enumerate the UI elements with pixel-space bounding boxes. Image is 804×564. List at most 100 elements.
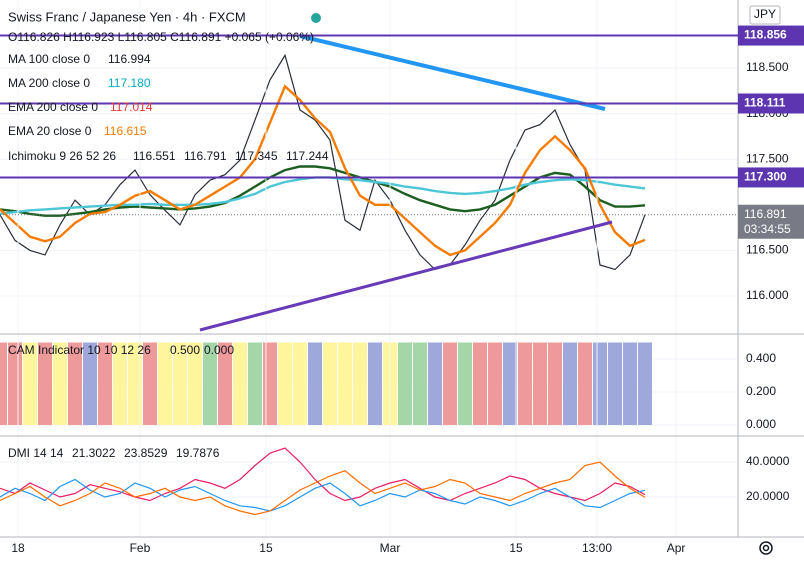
legend-label: DMI 14 14 <box>8 446 64 460</box>
bar <box>113 342 127 426</box>
y-tick-label: 116.500 <box>746 243 789 257</box>
level-label-box <box>738 25 804 46</box>
bar <box>233 342 247 426</box>
bar <box>533 342 547 426</box>
level-label: 118.856 <box>744 28 787 42</box>
level-label-box <box>738 93 804 114</box>
legend-label: EMA 200 close 0 <box>8 100 98 114</box>
y-tick-label: 117.500 <box>746 151 789 165</box>
currency-box <box>749 5 781 25</box>
bar <box>338 342 352 426</box>
bar <box>368 342 382 426</box>
bar <box>503 342 517 426</box>
level-label: 117.300 <box>744 170 787 184</box>
bar <box>548 342 562 426</box>
level-label-box <box>738 167 804 188</box>
bar <box>638 342 652 426</box>
y-tick-label: 40.0000 <box>746 454 790 468</box>
x-tick-label: Feb <box>130 541 151 555</box>
overlay: 116.000116.500117.500118.000118.500116.5… <box>0 5 804 555</box>
bar <box>218 342 232 426</box>
bar <box>308 342 322 426</box>
bar <box>353 342 367 426</box>
bar <box>188 342 202 426</box>
series-line <box>0 461 646 516</box>
bar <box>623 342 637 426</box>
y-tick-label: 0.000 <box>746 417 776 431</box>
legend-value: 117.180 <box>108 76 151 90</box>
last-price-box <box>738 204 804 239</box>
series-line <box>0 53 646 271</box>
trend-line <box>299 34 606 111</box>
legend-value: 116.791 <box>184 149 227 163</box>
x-tick-label: Mar <box>380 541 401 555</box>
bar <box>23 342 37 426</box>
x-tick-label: 18 <box>11 541 25 555</box>
legend-value: 117.014 <box>110 100 153 114</box>
chart-title: Swiss Franc / Japanese Yen · 4h · FXCM <box>8 9 246 24</box>
currency: JPY <box>754 7 776 21</box>
legend-value: 117.244 <box>286 149 329 163</box>
legend-label: EMA 20 close 0 <box>8 124 92 138</box>
legend-value: 23.8529 <box>124 446 168 460</box>
legend-label: MA 100 close 0 <box>8 52 90 66</box>
bar <box>128 342 142 426</box>
legend-value: 116.615 <box>104 124 147 138</box>
series-line <box>0 165 646 217</box>
bar <box>203 342 217 426</box>
level-label: 118.111 <box>744 96 786 110</box>
bar <box>608 342 622 426</box>
bar <box>143 342 157 426</box>
series-line <box>0 84 646 257</box>
series-line <box>0 447 646 502</box>
bar <box>278 342 292 426</box>
y-tick-label: 0.200 <box>746 384 776 398</box>
y-tick-label: 116.000 <box>746 288 789 302</box>
bar <box>98 342 112 426</box>
legend-value: 21.3022 <box>72 446 116 460</box>
bar <box>0 342 7 426</box>
legend-label: Ichimoku 9 26 52 26 <box>8 149 116 163</box>
y-tick-label: 20.0000 <box>746 489 790 503</box>
legend: Swiss Franc / Japanese Yen · 4h · FXCM O… <box>8 9 321 460</box>
legend-label: CAM Indicator 10 10 12 26 <box>8 343 151 357</box>
bar <box>578 342 592 426</box>
bar <box>83 342 97 426</box>
legend-value: 116.994 <box>108 52 151 66</box>
bar <box>428 342 442 426</box>
x-tick-label: 15 <box>259 541 273 555</box>
series-line <box>0 478 646 512</box>
bar <box>53 342 67 426</box>
plot-area <box>0 0 738 537</box>
legend-value: 19.7876 <box>176 446 220 460</box>
status-dot <box>311 13 321 23</box>
bar <box>158 342 172 426</box>
legend-label: MA 200 close 0 <box>8 76 90 90</box>
bar <box>323 342 337 426</box>
countdown: 03:34:55 <box>744 222 791 236</box>
y-tick-label: 118.500 <box>746 60 789 74</box>
bar <box>38 342 52 426</box>
bar <box>173 342 187 426</box>
legend-value: 0.000 <box>204 343 234 357</box>
bar <box>263 342 277 426</box>
bar <box>248 342 262 426</box>
bar <box>68 342 82 426</box>
settings-icon[interactable] <box>759 541 773 555</box>
bar <box>473 342 487 426</box>
last-price-label: 116.891 <box>744 207 787 221</box>
bar <box>518 342 532 426</box>
legend-value: 116.551 <box>133 149 176 163</box>
x-tick-label: 15 <box>509 541 523 555</box>
bar <box>413 342 427 426</box>
ohlc: O116.826 H116.923 L116.805 C116.891 +0.0… <box>8 30 314 44</box>
bar <box>443 342 457 426</box>
bar <box>488 342 502 426</box>
bar <box>458 342 472 426</box>
legend-value: 117.345 <box>235 149 278 163</box>
bar <box>293 342 307 426</box>
bar <box>398 342 412 426</box>
bar <box>593 342 607 426</box>
